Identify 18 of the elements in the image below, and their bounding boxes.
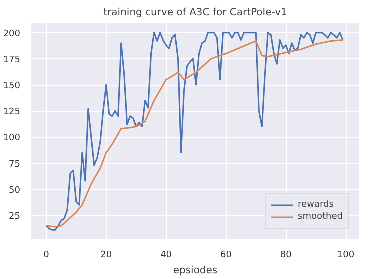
x-tick-label: 100 (337, 250, 355, 260)
y-tick-label: 25 (9, 212, 20, 222)
y-tick-label: 50 (9, 186, 21, 196)
legend-label: rewards (298, 199, 334, 211)
legend-label: smoothed (298, 211, 343, 223)
y-tick-label: 175 (3, 55, 21, 66)
y-tick-label: 200 (3, 29, 21, 40)
x-tick-label: 80 (280, 250, 292, 260)
x-tick-label: 60 (220, 250, 232, 260)
x-tick-label: 40 (160, 250, 172, 260)
y-tick-label: 150 (3, 82, 21, 92)
x-axis-title: epsiodes (173, 266, 218, 276)
y-tick-label: 125 (3, 108, 21, 118)
x-tick-label: 0 (44, 250, 50, 260)
chart-title: training curve of A3C for CartPole-v1 (104, 8, 288, 18)
x-tick-label: 20 (100, 250, 112, 260)
y-tick-label: 100 (3, 134, 21, 144)
y-tick-label: 75 (9, 160, 20, 170)
